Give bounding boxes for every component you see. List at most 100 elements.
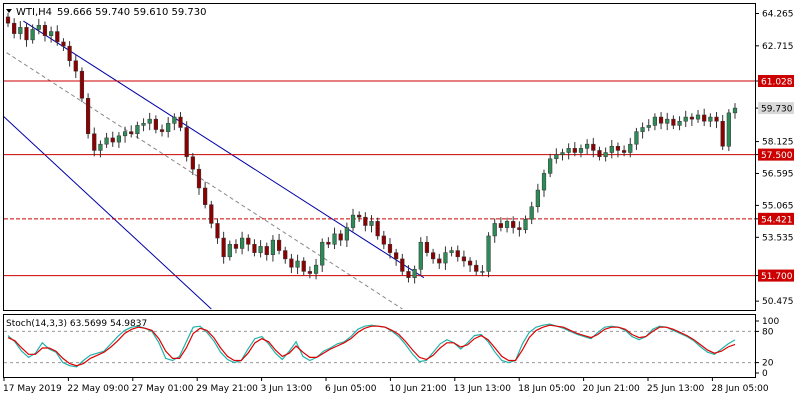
time-axis: 17 May 2019 22 May 09:00 27 May 01:00 29 Ma… [3, 377, 769, 394]
candle-bearish [474, 264, 479, 272]
level-tags: 61.028 57.500 54.421 51.700 59.730 [758, 75, 794, 282]
channel-upper-line [23, 20, 425, 279]
candle-bearish [689, 116, 694, 120]
candle-bearish [246, 237, 251, 245]
candle-bearish [264, 246, 269, 255]
candle-bullish [320, 241, 325, 266]
chevron-down-icon[interactable] [6, 9, 12, 13]
candle-bearish [375, 221, 380, 237]
candle-bullish [523, 219, 528, 230]
candle-bullish [36, 25, 41, 30]
candle-bullish [640, 127, 645, 132]
candle-bearish [658, 116, 664, 124]
candle-bullish [443, 252, 448, 264]
candle-bullish [554, 154, 559, 160]
candle-bullish [486, 235, 491, 272]
candle-bullish [227, 244, 232, 258]
candle-bullish [258, 246, 263, 253]
candle-bearish [276, 239, 282, 251]
candle-bullish [585, 143, 590, 149]
stoch-signal-line [7, 324, 736, 367]
price-panel-frame [3, 3, 756, 311]
channel-lower-line [4, 116, 212, 310]
candle-bullish [166, 123, 171, 132]
candle-bearish [289, 258, 294, 268]
candle-bearish [424, 241, 430, 253]
candle-bearish [461, 256, 467, 262]
candle-bearish [55, 31, 60, 43]
stochastic-panel [4, 323, 755, 368]
candle-bearish [85, 98, 91, 134]
channel-middle-line [4, 50, 403, 310]
candle-bullish [449, 250, 454, 253]
candle-bearish [153, 118, 158, 130]
candle-bearish [110, 137, 115, 143]
stoch-tick-label: 20 [762, 359, 774, 369]
stochastic-label: Stoch(14,3,3) 63.5699 54.9837 [6, 319, 147, 329]
ohlc-readout: 59.666 59.740 59.610 59.730 [57, 7, 207, 18]
candle-bearish [591, 143, 596, 151]
candle-bullish [677, 120, 682, 126]
candle-bullish [104, 137, 109, 145]
price-tick-label: 64.265 [762, 9, 794, 19]
time-tick-label: 3 Jun 13:00 [261, 384, 313, 394]
candle-bullish [480, 271, 485, 273]
level-tag-bg [758, 269, 794, 282]
candle-bullish [135, 125, 140, 134]
candle-bullish [240, 237, 245, 249]
time-tick-label: 22 May 09:00 [67, 384, 129, 394]
candle-bullish [732, 107, 738, 114]
time-tick-label: 20 Jun 21:00 [583, 384, 640, 394]
candle-bearish [406, 271, 411, 278]
candle-bearish [671, 118, 676, 126]
candle-bearish [24, 27, 29, 41]
candle-bearish [363, 216, 368, 226]
time-tick-label: 28 Jun 05:00 [711, 384, 768, 394]
candle-bearish [42, 25, 48, 36]
candle-bearish [394, 252, 399, 260]
candle-bullish [504, 221, 510, 228]
candle-bearish [252, 244, 257, 253]
candle-bearish [221, 237, 226, 258]
candle-bearish [184, 127, 189, 157]
time-tick-label: 18 Jun 05:00 [518, 384, 575, 394]
candle-bullish [350, 214, 356, 228]
candle-bearish [73, 60, 78, 72]
candle-bearish [233, 244, 239, 249]
level-tag-bg [758, 75, 794, 88]
candle-bearish [61, 41, 66, 47]
candle-bullish [609, 146, 614, 153]
last-price-tag-label: 59.730 [761, 105, 793, 115]
candle-bullish [295, 260, 300, 268]
time-tick-label: 17 May 2019 [3, 384, 62, 394]
candle-bearish [301, 260, 306, 272]
chart-header: WTI,H4 59.666 59.740 59.610 59.730 [6, 7, 207, 18]
candle-bullish [270, 239, 276, 255]
candle-bearish [381, 235, 386, 245]
level-tag-label: 57.500 [761, 151, 793, 161]
candle-bearish [215, 223, 220, 239]
candle-bearish [196, 168, 202, 189]
candle-bullish [49, 31, 54, 36]
candle-bearish [129, 131, 134, 134]
candle-bearish [190, 156, 195, 170]
candle-bullish [683, 116, 688, 122]
stoch-tick-label: 100 [762, 317, 779, 327]
candle-bearish [622, 150, 627, 153]
candle-bullish [141, 123, 146, 126]
time-tick-label: 25 Jun 13:00 [647, 384, 704, 394]
candle-bearish [597, 150, 602, 157]
time-tick-label: 10 Jun 21:00 [389, 384, 446, 394]
candlesticks [5, 13, 738, 284]
candle-bearish [283, 250, 288, 260]
candle-bullish [98, 143, 103, 151]
candle-bearish [455, 250, 460, 258]
candle-bullish [646, 125, 651, 128]
candle-bullish [30, 29, 35, 41]
candle-bullish [566, 148, 571, 153]
last-price-tag-bg [758, 102, 794, 115]
candle-bullish [535, 189, 540, 207]
symbol-label: WTI,H4 [16, 7, 52, 18]
